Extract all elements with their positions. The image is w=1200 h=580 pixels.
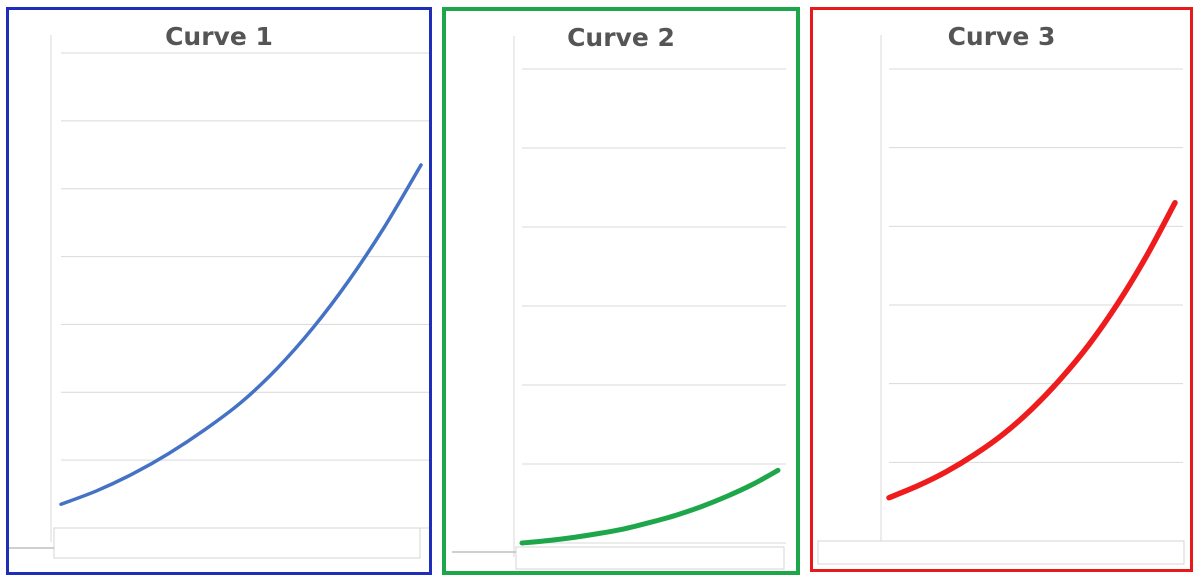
series-line [59, 163, 423, 506]
series-line [519, 467, 781, 546]
chart-title: Curve 2 [567, 23, 675, 52]
gridlines [61, 52, 429, 529]
x-axis-box [53, 527, 421, 559]
plot-area [817, 35, 1185, 565]
chart-title: Curve 3 [947, 22, 1056, 51]
x-axis-box [515, 546, 785, 570]
chart-panel-curve-1: Curve 1 [6, 7, 432, 575]
series-line [886, 199, 1178, 501]
gridlines [889, 68, 1183, 542]
x-axis-box [817, 540, 1185, 565]
plot-area [9, 35, 429, 559]
plot-area [452, 36, 786, 570]
chart-panel-curve-2: Curve 2 [442, 7, 800, 575]
gridlines [522, 68, 786, 544]
chart-panel-curve-3: Curve 3 [810, 7, 1193, 572]
chart-title: Curve 1 [165, 22, 273, 51]
